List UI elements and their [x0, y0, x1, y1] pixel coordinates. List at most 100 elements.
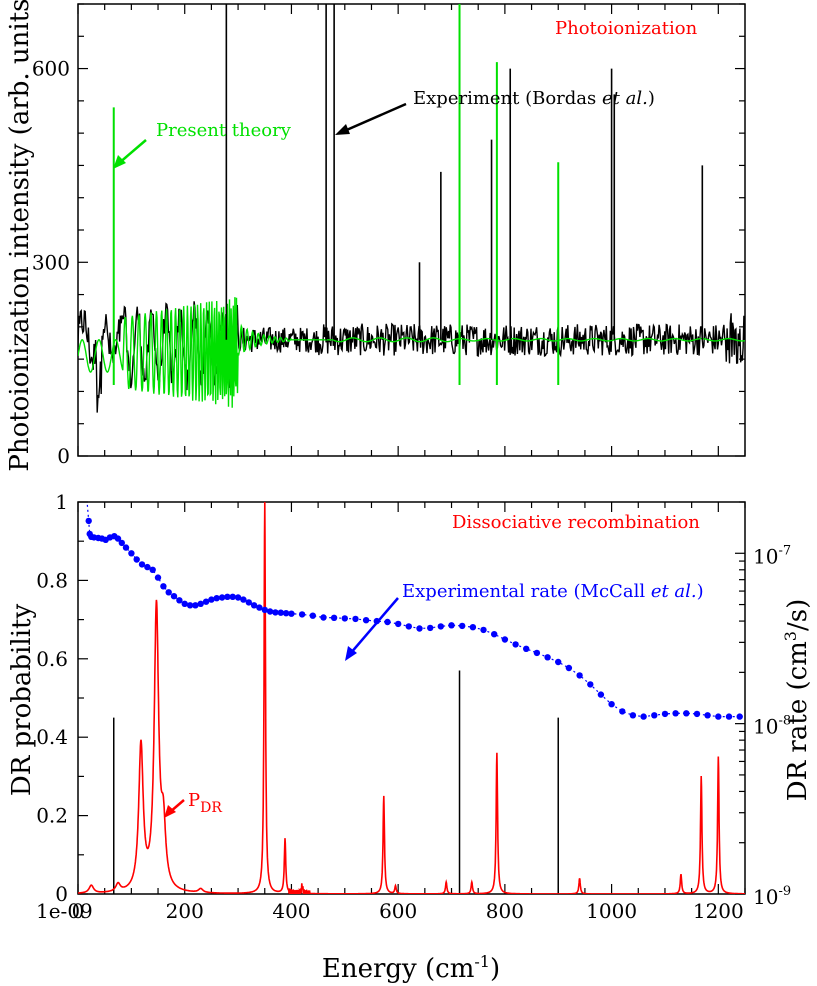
rate-point	[245, 599, 252, 606]
right-ylabel-main: DR rate (cm	[783, 641, 813, 801]
experiment-arrow	[341, 102, 407, 134]
present-theory-label: Present theory	[156, 120, 292, 141]
right-tick-exponent: -7	[778, 543, 791, 558]
rate-point	[256, 604, 263, 611]
rate-point	[154, 574, 162, 581]
rate-point	[523, 645, 530, 652]
rate-point	[83, 492, 89, 498]
rate-point	[85, 517, 92, 525]
right-tick-base: 10	[753, 544, 778, 568]
bottom-x-tick-label: 200	[166, 899, 204, 923]
rate-point	[651, 712, 658, 719]
bottom-x-tick-label: 400	[272, 899, 310, 923]
rate-point	[491, 631, 498, 638]
rate-point	[197, 600, 204, 607]
theory-peaks	[112, 4, 560, 385]
rate-point	[224, 593, 231, 600]
rate-point	[469, 624, 477, 631]
rate-point	[629, 712, 637, 719]
experiment-label-suffix: )	[648, 88, 655, 109]
reference-lines	[113, 670, 559, 894]
rate-label-prefix: Experimental rate (McCall	[402, 581, 651, 602]
rate-point	[480, 626, 487, 634]
rate-point	[736, 713, 743, 720]
top-y-tick-label: 600	[32, 57, 70, 81]
rate-point	[122, 544, 130, 551]
top-panel-title: Photoionization	[555, 18, 698, 39]
bottom-x-tick-label: 800	[486, 899, 524, 923]
bottom-right-y-tick-labels: 10-710-810-9	[753, 543, 791, 909]
bottom-right-y-axis-label: DR rate (cm3/s)	[781, 599, 813, 802]
rate-point	[512, 641, 519, 648]
rate-point	[352, 615, 359, 623]
rate-point	[416, 625, 423, 632]
rate-point	[640, 713, 647, 720]
rate-point	[234, 594, 242, 601]
rate-point	[218, 594, 226, 601]
rate-point	[114, 535, 122, 542]
right-tick-base: 10	[753, 885, 778, 909]
rate-point	[384, 618, 391, 626]
bottom-x-tick-label: 600	[379, 899, 417, 923]
rate-point	[501, 636, 509, 643]
rate-point	[704, 712, 711, 719]
rate-point	[672, 710, 679, 717]
pdr-label: PDR	[188, 790, 222, 816]
rate-point	[683, 710, 690, 717]
bottom-y-tick-label: 0.4	[36, 725, 68, 749]
experiment-label-prefix: Experiment (Bordas	[413, 88, 602, 109]
rate-point	[266, 608, 274, 615]
rate-point	[213, 595, 220, 602]
rate-point	[565, 664, 573, 672]
bottom-plot-frame	[77, 501, 746, 895]
rate-point	[288, 610, 295, 617]
xlabel-sup: -1	[474, 952, 490, 971]
bottom-y-tick-label: 0.8	[36, 568, 68, 592]
rate-point	[555, 658, 562, 666]
experiment-peaks	[225, 4, 704, 340]
bottom-right-y-tick-label: 10-7	[753, 543, 791, 568]
rate-point	[250, 602, 258, 609]
bottom-y-tick-label: 0.6	[36, 647, 68, 671]
xlabel-main: Energy (cm	[322, 954, 475, 984]
top-panel: 0 300 600 Photoionization Photoionization …	[5, 0, 746, 472]
present-theory-arrowhead	[113, 155, 126, 169]
right-tick-exponent: -8	[778, 714, 791, 729]
bottom-x-tick-labels: 0 200 400 600 800 1000 1200	[72, 899, 744, 923]
bottom-ticks	[77, 501, 746, 895]
bottom-right-y-tick-label: 10-8	[753, 714, 791, 739]
pdr-label-main: P	[188, 790, 200, 811]
rate-point	[576, 672, 583, 679]
bottom-y-tick-label: 0	[55, 882, 68, 906]
rate-point	[298, 611, 306, 618]
rate-point	[320, 614, 327, 621]
rate-point	[149, 566, 156, 573]
rate-point	[544, 654, 551, 661]
top-y-tick-label: 300	[32, 250, 70, 274]
rate-point	[240, 596, 247, 603]
rate-point	[725, 713, 733, 720]
rate-arrow	[349, 597, 399, 655]
rate-point	[448, 622, 455, 629]
rate-point	[282, 610, 290, 617]
rate-point	[597, 691, 605, 698]
rate-point	[176, 597, 183, 604]
bottom-right-y-tick-label: 10-9	[753, 884, 791, 909]
y-extra-tick-label: 1e-09	[36, 899, 93, 923]
rate-point	[277, 609, 284, 616]
rate-point	[192, 602, 199, 609]
rate-point	[715, 713, 722, 720]
rate-point	[208, 596, 215, 603]
rate-point	[459, 622, 466, 630]
rate-point	[608, 701, 615, 708]
rate-point	[160, 583, 167, 590]
rate-label: Experimental rate (McCall et al.)	[402, 581, 704, 602]
rate-series-points	[83, 492, 743, 720]
pdr-label-sub: DR	[200, 800, 222, 816]
experiment-arrowhead	[335, 124, 350, 135]
rate-point	[181, 600, 188, 607]
rate-point	[202, 598, 210, 605]
rate-point	[395, 620, 402, 628]
rate-point	[341, 615, 348, 622]
